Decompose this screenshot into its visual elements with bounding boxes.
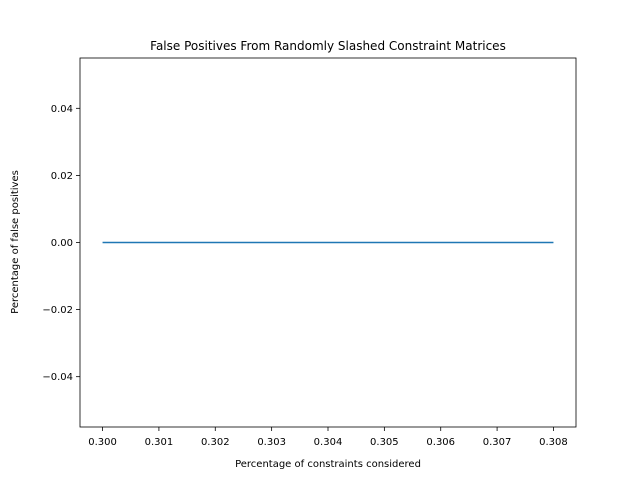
x-tick-label: 0.305 [370, 437, 399, 448]
x-tick-label: 0.301 [145, 437, 174, 448]
plot-area: 0.300 0.301 0.302 0.303 0.304 0.305 0.306 0.307… [42, 57, 577, 448]
y-tick-label: 0.00 [51, 238, 73, 249]
x-tick-label: 0.308 [539, 437, 568, 448]
x-tick-label: 0.304 [314, 437, 343, 448]
y-axis-label: Percentage of false positives [10, 170, 21, 314]
chart-title: False Positives From Randomly Slashed Co… [150, 39, 506, 53]
y-tick-label: −0.02 [42, 305, 73, 316]
x-axis-label: Percentage of constraints considered [235, 459, 421, 470]
x-tick-label: 0.306 [426, 437, 455, 448]
y-tick-label: 0.02 [51, 171, 73, 182]
x-tick-label: 0.300 [88, 437, 117, 448]
y-tick-label: −0.04 [42, 372, 73, 383]
x-tick-label: 0.307 [483, 437, 512, 448]
x-tick-label: 0.302 [201, 437, 230, 448]
x-tick-label: 0.303 [257, 437, 286, 448]
y-tick-label: 0.04 [51, 104, 73, 115]
